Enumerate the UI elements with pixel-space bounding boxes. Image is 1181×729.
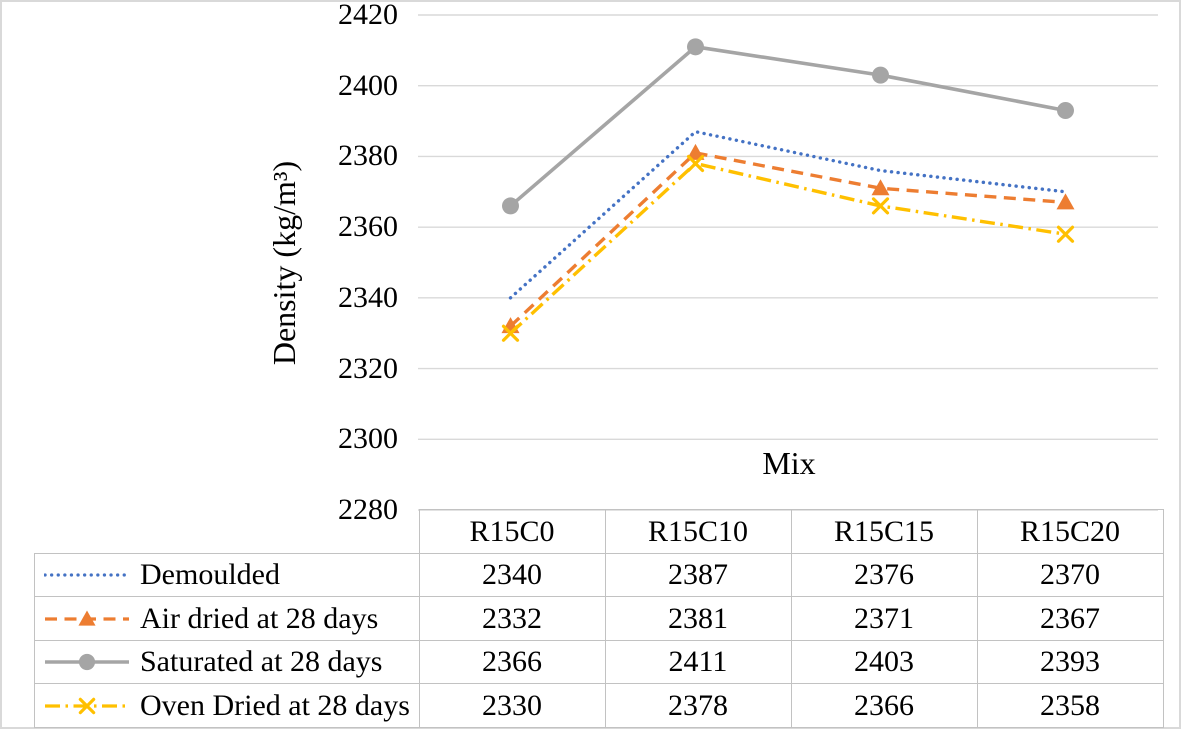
x-marker [1056,225,1075,243]
legend-label: Oven Dried at 28 days [140,688,410,722]
legend-item-oven-dried-at-28-days: Oven Dried at 28 days [34,683,420,728]
circle-marker [687,38,704,56]
series-oven-dried-at-28-days [501,154,1075,342]
x-marker [871,197,890,215]
triangle-marker [686,143,705,160]
y-axis-tick-label: 2360 [338,210,398,244]
series-line [509,161,1066,335]
series-air-dried-at-28-days [501,143,1075,334]
value-cell: 2340 [418,553,606,597]
series-demoulded [508,129,1068,300]
value-cell: 2366 [418,640,606,684]
series-saturated-at-28-days [502,38,1074,215]
value-cell: 2403 [790,640,978,684]
circle-marker [78,653,96,671]
table-row: Air dried at 28 days 2332 2381 2371 2367 [34,596,1164,641]
column-header: R15C10 [604,509,792,554]
plot-area [418,14,1158,511]
value-cell: 2330 [418,683,606,728]
value-cell: 2393 [976,640,1164,684]
table-corner-blank [35,510,420,554]
x-marker [78,697,96,714]
x-axis-title: Mix [762,445,816,481]
legend-key-icon [45,609,129,626]
column-header: R15C0 [418,509,606,554]
series-line [509,151,1066,328]
triangle-marker [1056,193,1075,210]
value-cell: 2332 [418,596,606,641]
value-cell: 2366 [790,683,978,728]
circle-marker [502,197,519,215]
y-axis-tick-label: 2380 [338,139,398,173]
circle-marker [1057,101,1074,119]
data-table: R15C0 R15C10 R15C15 R15C20 Demoulded 2340 2387… [34,509,1164,728]
y-axis-tick-label: 2400 [338,68,398,102]
legend-item-saturated-at-28-days: Saturated at 28 days [34,640,420,684]
series-line [508,129,1068,300]
y-axis-title: Density (kg/m³) [266,160,302,366]
y-axis-tick-label: 2340 [338,280,398,314]
triangle-marker [871,179,890,196]
legend-label: Demoulded [140,558,280,591]
value-cell: 2370 [976,553,1164,597]
legend-item-demoulded: Demoulded [34,553,420,597]
y-axis-tick-label: 2300 [338,422,398,456]
legend-key-icon [45,653,129,671]
table-row: Saturated at 28 days 2366 2411 2403 2393 [34,640,1164,684]
value-cell: 2381 [604,596,792,641]
value-cell: 2378 [604,683,792,728]
table-row: Demoulded 2340 2387 2376 2370 [34,553,1164,597]
series-line [509,44,1066,208]
triangle-marker [78,609,96,626]
y-axis-tick-label: 2320 [338,351,398,385]
value-cell: 2376 [790,553,978,597]
table-row: Oven Dried at 28 days 2330 2378 2366 2358 [34,683,1164,728]
circle-marker [872,66,889,84]
legend-key-icon [45,697,129,714]
value-cell: 2371 [790,596,978,641]
column-header: R15C20 [976,509,1164,554]
legend-label: Saturated at 28 days [140,645,383,678]
value-cell: 2367 [976,596,1164,641]
legend-item-air-dried-at-28-days: Air dried at 28 days [34,596,420,641]
y-axis-tick-label: 2420 [338,0,398,31]
value-cell: 2387 [604,553,792,597]
value-cell: 2411 [604,640,792,684]
legend-label: Air dried at 28 days [140,601,379,635]
value-cell: 2358 [976,683,1164,728]
x-marker [501,324,520,342]
legend-key-icon [44,573,130,577]
x-marker [686,154,705,173]
y-axis-tick-label: 2280 [338,493,398,526]
column-header: R15C15 [790,509,978,554]
